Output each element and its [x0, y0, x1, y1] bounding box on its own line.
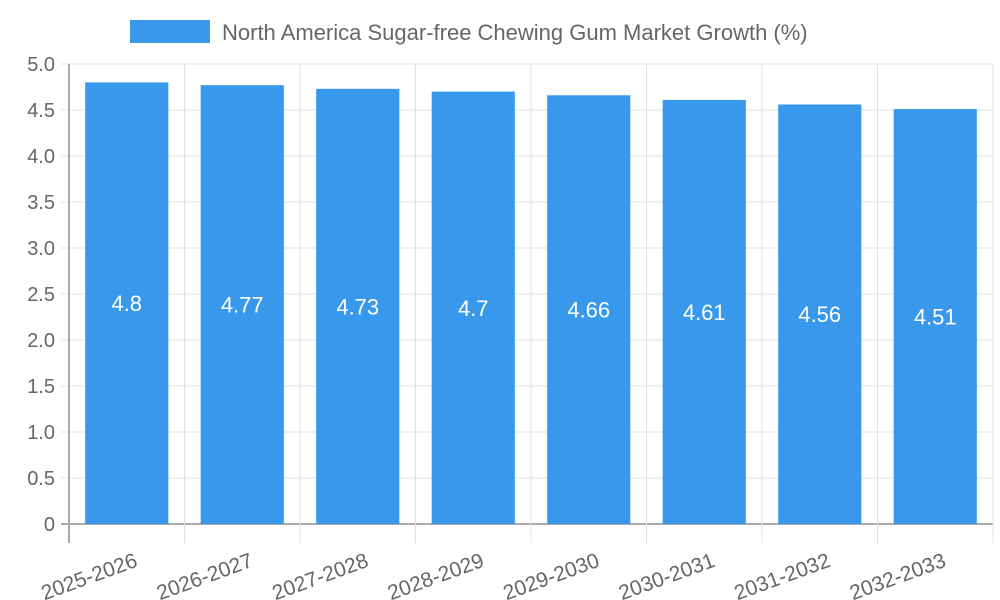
bar [431, 91, 515, 524]
data-label: 4.61 [683, 300, 726, 325]
y-tick-label: 5.0 [27, 54, 55, 76]
x-tick-label: 2032-2033 [847, 549, 949, 600]
y-tick-label: 0 [44, 514, 55, 536]
data-label: 4.73 [336, 294, 379, 319]
y-tick-label: 3.5 [27, 192, 55, 214]
data-label: 4.51 [914, 305, 957, 330]
bar [662, 99, 746, 524]
bar [85, 82, 169, 525]
data-label: 4.77 [221, 293, 264, 318]
y-tick-label: 2.5 [27, 284, 55, 306]
y-tick-label: 1.0 [27, 422, 55, 444]
bar [316, 88, 400, 524]
x-tick-label: 2028-2029 [385, 549, 487, 600]
x-tick-label: 2027-2028 [269, 549, 371, 600]
data-label: 4.8 [111, 291, 142, 316]
bar [778, 104, 862, 524]
y-tick-label: 2.0 [27, 330, 55, 352]
x-tick-label: 2029-2030 [500, 549, 602, 600]
y-tick-label: 0.5 [27, 468, 55, 490]
data-label: 4.7 [458, 296, 489, 321]
bar [547, 95, 631, 524]
y-tick-label: 3.0 [27, 238, 55, 260]
bar [200, 85, 284, 524]
data-label: 4.56 [798, 302, 841, 327]
y-tick-label: 1.5 [27, 376, 55, 398]
x-tick-label: 2030-2031 [616, 549, 718, 600]
bar [893, 109, 977, 524]
legend-swatch [130, 20, 210, 43]
x-tick-label: 2025-2026 [38, 549, 140, 600]
legend-label: North America Sugar-free Chewing Gum Mar… [222, 20, 808, 45]
y-tick-label: 4.5 [27, 100, 55, 122]
x-tick-label: 2031-2032 [731, 549, 833, 600]
y-tick-label: 4.0 [27, 146, 55, 168]
data-label: 4.66 [567, 298, 610, 323]
x-tick-label: 2026-2027 [154, 549, 256, 600]
